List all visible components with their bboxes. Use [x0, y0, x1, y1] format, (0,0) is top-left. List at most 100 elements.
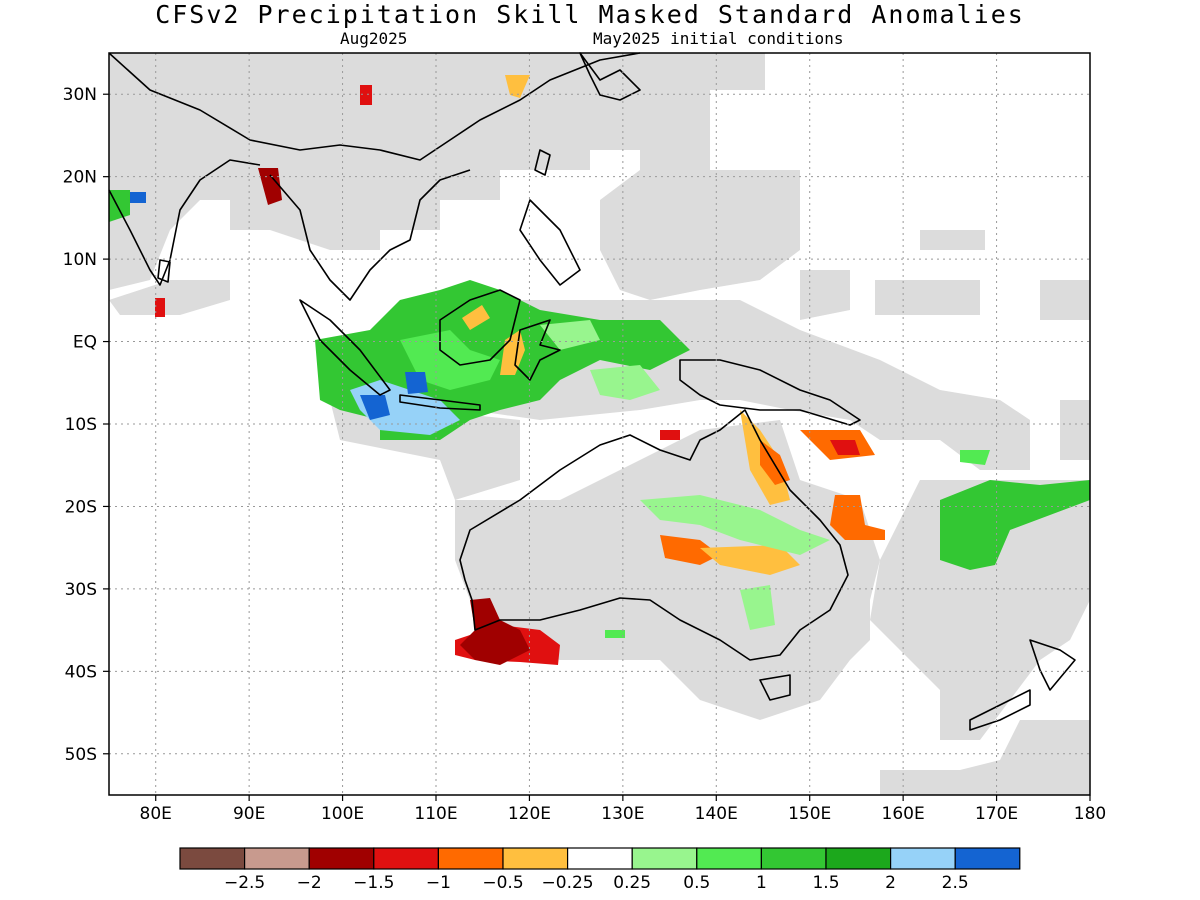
legend-label: 0.25: [613, 873, 651, 893]
x-tick-label: 170E: [975, 804, 1018, 824]
legend-swatch: [566, 847, 633, 870]
coastline-japan: [579, 52, 641, 101]
legend-label: 2.5: [942, 873, 969, 893]
anomaly-patch: [960, 450, 990, 465]
anomaly-patch: [130, 192, 146, 203]
anomaly-patch: [360, 395, 390, 420]
legend-label: −2: [297, 873, 322, 893]
mask-region-ne-pacific-2: [875, 280, 980, 315]
anomaly-patches: [109, 75, 1090, 665]
mask-region-east-edge: [1060, 400, 1090, 460]
mask-region-ne-pacific-3: [1040, 280, 1090, 320]
grid-lines: [109, 53, 1090, 795]
mask-region-pacific-south: [870, 480, 1090, 740]
anomaly-patch: [258, 168, 282, 205]
y-tick-label: 20S: [65, 497, 97, 517]
anomaly-patch: [740, 585, 775, 630]
mask-region-tasman: [880, 580, 930, 650]
legend-label: −1.5: [353, 873, 394, 893]
coastline-srilanka: [157, 259, 171, 283]
x-tick-label: 100E: [321, 804, 364, 824]
legend-swatch: [179, 847, 246, 870]
legend-swatch: [502, 847, 569, 870]
anomaly-patch: [700, 545, 800, 575]
legend-swatch: [696, 847, 762, 870]
mask-region-nw-corner: [109, 53, 250, 150]
legend-label: −0.5: [482, 873, 523, 893]
anomaly-patch: [590, 365, 660, 400]
anomaly-patch: [460, 598, 530, 665]
x-tick-label: 80E: [140, 804, 172, 824]
anomaly-patch: [830, 495, 885, 540]
y-tick-label: 30N: [63, 85, 97, 105]
coastline-java: [399, 394, 481, 411]
x-tick-label: 110E: [414, 804, 457, 824]
anomaly-patch: [155, 298, 165, 317]
coastline-borneo: [439, 289, 521, 366]
anomaly-patch: [830, 440, 860, 455]
mask-region-sumatra-west: [109, 280, 230, 315]
coastline-nz-south: [969, 689, 1031, 731]
anomaly-patch: [940, 480, 1090, 570]
x-tick-label: 180: [1074, 804, 1106, 824]
coastline-asia: [108, 52, 641, 161]
anomaly-patch: [640, 495, 830, 555]
legend-label: 0.5: [683, 873, 710, 893]
x-tick-label: 150E: [788, 804, 831, 824]
mask-region-micronesia: [920, 230, 985, 250]
coastline-new-guinea: [679, 359, 861, 426]
anomaly-patch: [462, 305, 490, 330]
anomaly-patch: [660, 535, 720, 565]
anomaly-patch: [405, 372, 428, 394]
coastline-philippines: [519, 199, 581, 286]
legend-swatch: [308, 847, 375, 870]
legend-swatch: [760, 847, 827, 870]
x-tick-label: 120E: [508, 804, 551, 824]
legend-swatch: [373, 847, 439, 870]
mask-region-nz-south: [880, 720, 1090, 795]
x-tick-label: 90E: [233, 804, 265, 824]
coastline-taiwan: [534, 149, 551, 176]
anomaly-patch: [540, 320, 600, 350]
legend-label: −0.25: [542, 873, 594, 893]
x-tick-label: 160E: [882, 804, 925, 824]
anomaly-patch: [360, 85, 372, 105]
mask-region-ne-pacific: [800, 270, 850, 320]
y-tick-label: 40S: [65, 662, 97, 682]
mask-region-westpac: [600, 170, 800, 300]
coastline-india: [108, 159, 261, 286]
x-axis-ticks: 80E 90E 100E 110E 120E 130E 140E 150E 160E 170E 18…: [140, 795, 1106, 824]
coastline-indochina: [269, 169, 471, 301]
coastline-australia: [459, 409, 849, 661]
y-tick-label: 50S: [65, 745, 97, 765]
y-tick-label: 30S: [65, 580, 97, 600]
map-plot-area: [108, 52, 1091, 796]
map-title: CFSv2 Precipitation Skill Masked Standar…: [155, 0, 1025, 29]
color-legend: −2.5 −2 −1.5 −1 −0.5 −0.25 0.25 0.5 1 1.5 2 2.5: [179, 847, 1021, 893]
x-tick-label: 140E: [695, 804, 738, 824]
legend-swatch: [244, 847, 310, 870]
y-tick-label: 10S: [65, 415, 97, 435]
x-tick-label: 130E: [601, 804, 644, 824]
initial-conditions-label: May2025 initial conditions: [593, 29, 844, 48]
legend-label: −1: [426, 873, 451, 893]
legend-label: 1.5: [812, 873, 839, 893]
mask-region-north: [109, 53, 765, 290]
anomaly-patch: [505, 75, 530, 98]
anomaly-patch: [660, 430, 680, 440]
legend-swatch: [825, 847, 892, 870]
legend-label: 2: [885, 873, 896, 893]
legend-swatch: [437, 847, 504, 870]
coastline-sulawesi: [514, 319, 561, 381]
coastline-sumatra: [299, 299, 391, 396]
valid-month-label: Aug2025: [340, 29, 408, 48]
legend-swatch: [954, 847, 1021, 870]
legend-swatch: [889, 847, 956, 870]
coastlines: [108, 52, 1076, 731]
y-axis-ticks: 30N 20N 10N EQ 10S 20S 30S 40S 50S: [63, 85, 109, 765]
legend-label: 1: [756, 873, 767, 893]
y-tick-label: 10N: [63, 250, 97, 270]
legend-label: −2.5: [224, 873, 265, 893]
anomaly-patch: [109, 190, 130, 222]
